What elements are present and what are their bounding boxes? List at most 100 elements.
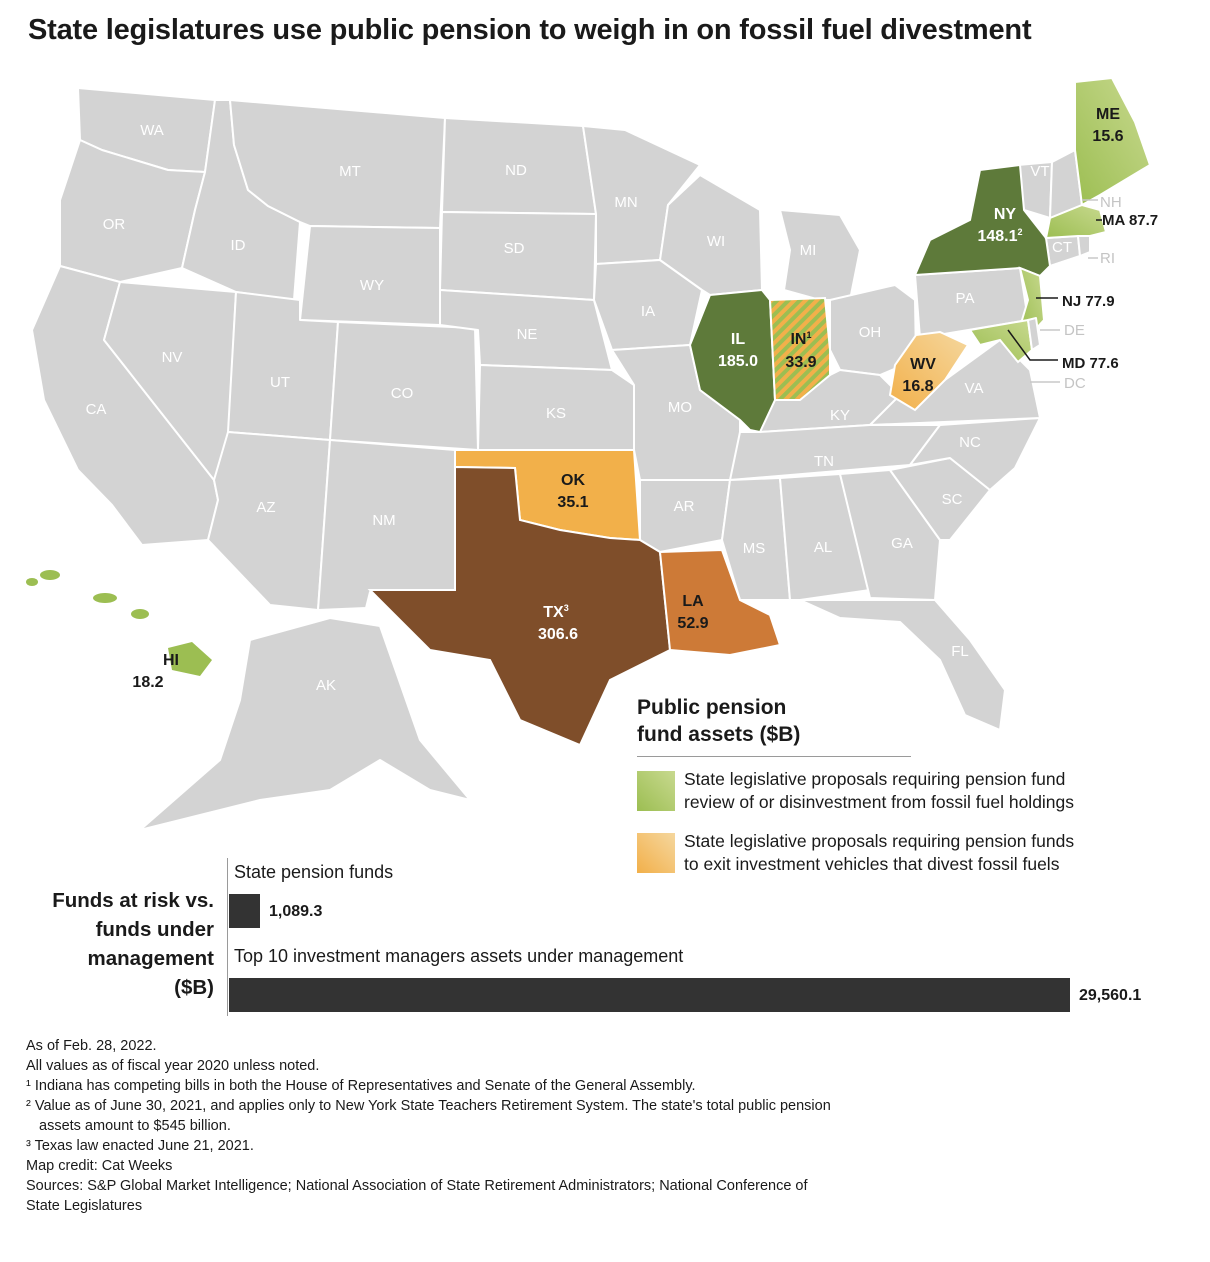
value-ok: 35.1	[557, 494, 588, 511]
label-wy: WY	[360, 277, 384, 294]
label-mo: MO	[668, 399, 692, 416]
state-in	[768, 296, 831, 401]
label-mi: MI	[800, 242, 817, 259]
state-mi	[779, 209, 861, 301]
bar-heading-line-1: Funds at risk vs.	[52, 889, 214, 912]
legend-title-line-2: fund assets ($B)	[637, 723, 801, 746]
bar-heading-line-3: management	[87, 947, 214, 970]
state-la	[658, 548, 782, 657]
legend-swatch-review	[637, 771, 675, 811]
label-ma: MA 87.7	[1102, 212, 1158, 229]
state-fl	[799, 599, 1006, 731]
state-tx	[367, 465, 672, 747]
label-ne: NE	[517, 326, 538, 343]
note-texas: ³ Texas law enacted June 21, 2021.	[26, 1138, 254, 1154]
label-ut: UT	[270, 374, 290, 391]
legend-item-exit-line-1: State legislative proposals requiring pe…	[684, 831, 1075, 851]
label-ny: NY	[994, 206, 1017, 223]
label-nc: NC	[959, 434, 981, 451]
label-wv: WV	[910, 356, 936, 373]
legend-item-review-line-1: State legislative proposals requiring pe…	[684, 769, 1066, 789]
label-ia: IA	[641, 303, 655, 320]
label-nj: NJ 77.9	[1062, 293, 1115, 310]
label-ky: KY	[830, 407, 850, 424]
value-wv: 16.8	[902, 378, 933, 395]
value-il: 185.0	[718, 353, 758, 370]
legend-item-exit: State legislative proposals requiring pe…	[684, 830, 1184, 876]
label-ak: AK	[316, 677, 336, 694]
state-wy	[299, 225, 441, 326]
label-tn: TN	[814, 453, 834, 470]
label-oh: OH	[859, 324, 882, 341]
label-nh: NH	[1100, 194, 1122, 211]
state-labels: WA OR CA ID NV MT WY UT AZ CO NM ND SD NE KS MN IA MO AR WI…	[86, 122, 1122, 694]
note-indiana: ¹ Indiana has competing bills in both th…	[26, 1078, 696, 1094]
label-sd: SD	[504, 240, 525, 257]
label-ca: CA	[86, 401, 107, 418]
label-sc: SC	[942, 491, 963, 508]
label-pa: PA	[956, 290, 975, 307]
bar-value-state-pension: 1,089.3	[268, 903, 323, 920]
legend-title-line-1: Public pension	[637, 696, 787, 719]
label-ri: RI	[1100, 250, 1115, 267]
leader-lines	[1007, 219, 1102, 361]
label-nd: ND	[505, 162, 527, 179]
label-me: ME	[1096, 106, 1120, 123]
label-de: DE	[1064, 322, 1085, 339]
legend-item-exit-line-2: to exit investment vehicles that divest …	[684, 854, 1060, 874]
label-ks: KS	[546, 405, 566, 422]
legend-item-review: State legislative proposals requiring pe…	[684, 768, 1184, 814]
state-de	[1027, 317, 1041, 351]
label-mt: MT	[339, 163, 361, 180]
note-map-credit: Map credit: Cat Weeks	[26, 1158, 173, 1174]
value-in: 33.9	[785, 354, 816, 371]
legend-item-review-line-2: review of or disinvestment from fossil f…	[684, 792, 1075, 812]
label-az: AZ	[256, 499, 275, 516]
bar-state-pension	[229, 894, 260, 928]
note-sources: Sources: S&P Global Market Intelligence;…	[26, 1178, 808, 1194]
label-tx: TX3	[543, 603, 568, 621]
label-nm: NM	[372, 512, 395, 529]
state-ma	[1044, 203, 1108, 240]
label-co: CO	[391, 385, 414, 402]
legend-swatch-exit	[637, 833, 675, 873]
note-date: As of Feb. 28, 2022.	[26, 1038, 157, 1054]
bar-label-state-pension: State pension funds	[234, 862, 394, 882]
bar-top10-managers	[229, 978, 1070, 1012]
value-la: 52.9	[677, 615, 708, 632]
hi-island-4	[131, 609, 149, 619]
label-ga: GA	[891, 535, 913, 552]
value-me: 15.6	[1092, 128, 1123, 145]
bar-axis	[227, 858, 228, 1016]
value-hi: 18.2	[132, 674, 163, 691]
state-me	[1074, 76, 1152, 207]
value-tx: 306.6	[538, 626, 578, 643]
bar-heading-line-4: ($B)	[174, 976, 214, 999]
note-new-york: ² Value as of June 30, 2021, and applies…	[26, 1098, 831, 1114]
state-ar	[639, 479, 731, 553]
state-il	[688, 288, 777, 434]
bar-heading-line-2: funds under	[95, 918, 214, 941]
hi-island-3	[93, 593, 117, 603]
state-ms	[721, 477, 791, 601]
legend-divider	[637, 756, 911, 757]
label-md: MD 77.6	[1062, 355, 1119, 372]
state-ri	[1077, 235, 1091, 257]
ghost-leader-lines	[1030, 199, 1098, 383]
footnotes: As of Feb. 28, 2022. All values as of fi…	[26, 1036, 1186, 1216]
highlight-labels: ME 15.6 NY 148.12 MA 87.7 NJ 77.9 MD 77.…	[132, 106, 1158, 691]
chart-title: State legislatures use public pension to…	[28, 14, 1032, 46]
state-ga	[839, 469, 941, 601]
bar-section-heading: Funds at risk vs. funds under management…	[26, 886, 214, 1002]
label-dc: DC	[1064, 375, 1086, 392]
hi-island-1	[40, 570, 60, 580]
label-va: VA	[965, 380, 984, 397]
value-ny: 148.12	[977, 227, 1022, 245]
state-az	[207, 431, 331, 611]
label-or: OR	[103, 216, 126, 233]
state-nc	[909, 417, 1041, 491]
legend-title: Public pension fund assets ($B)	[637, 694, 897, 748]
bar-value-top10-managers: 29,560.1	[1079, 987, 1142, 1004]
label-la: LA	[682, 593, 704, 610]
